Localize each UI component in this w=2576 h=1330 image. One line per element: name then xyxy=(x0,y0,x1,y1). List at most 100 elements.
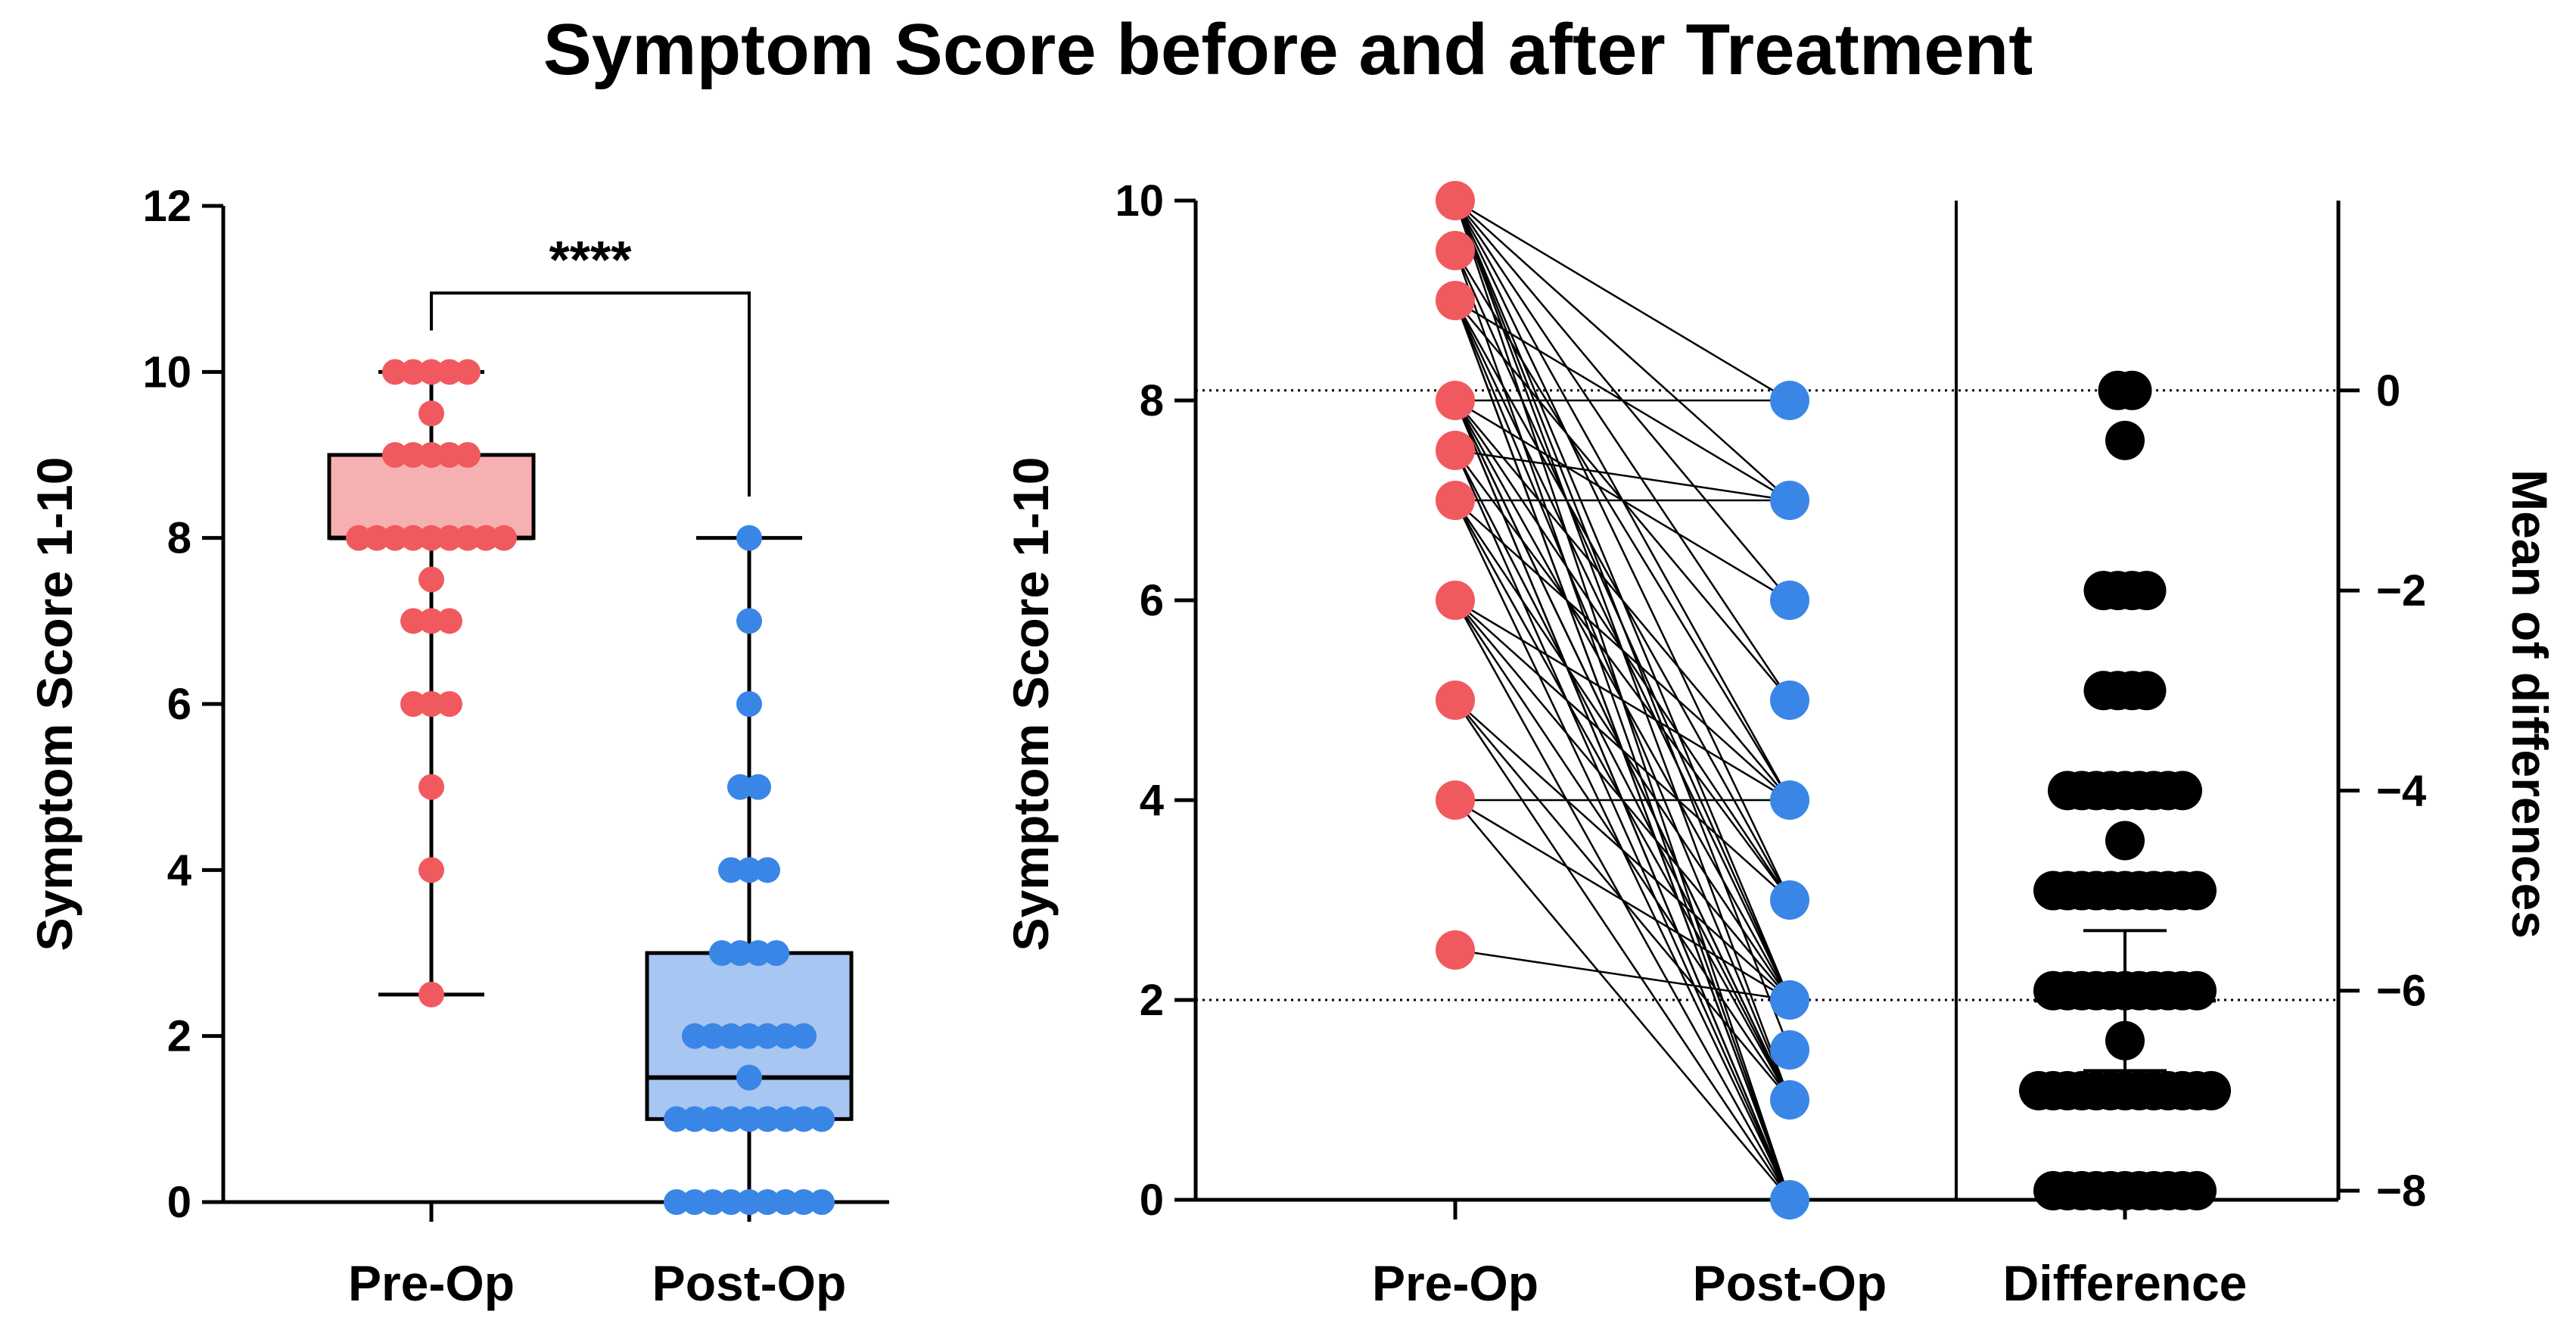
difference-point xyxy=(2163,771,2202,811)
pre-op-point xyxy=(1436,381,1475,420)
data-point xyxy=(664,1189,689,1215)
pair-line xyxy=(1454,450,1791,901)
data-point xyxy=(491,525,517,551)
post-op-point xyxy=(1770,581,1809,620)
data-point xyxy=(745,940,771,966)
data-point xyxy=(754,1189,780,1215)
data-point xyxy=(700,1106,726,1132)
data-point xyxy=(418,981,444,1008)
pair-line xyxy=(1454,799,1790,1001)
data-point xyxy=(809,1189,835,1215)
pre-op-point xyxy=(1436,930,1475,970)
y2-tick-label: 0 xyxy=(2376,366,2400,416)
data-point xyxy=(754,1106,780,1132)
data-point xyxy=(437,691,462,717)
data-point xyxy=(709,940,735,966)
data-point xyxy=(418,359,444,385)
post-op-point xyxy=(1770,980,1809,1020)
data-point xyxy=(382,442,408,468)
pair-line xyxy=(1454,449,1790,502)
x-tick-label: Post-Op xyxy=(652,1255,847,1311)
pair-line xyxy=(1454,400,1790,801)
pre-op-point xyxy=(1436,181,1475,220)
data-point xyxy=(700,1189,726,1215)
data-point xyxy=(382,359,408,385)
y-axis-label: Symptom Score 1-10 xyxy=(1003,457,1059,952)
difference-point xyxy=(2177,1171,2217,1210)
difference-point xyxy=(2177,871,2217,911)
difference-point xyxy=(2105,821,2145,861)
pair-line xyxy=(1454,200,1790,501)
pre-op-point xyxy=(1436,231,1475,270)
pair-line xyxy=(1454,699,1791,1201)
y2-tick-label: −8 xyxy=(2376,1166,2426,1216)
post-op-point xyxy=(1770,1030,1809,1070)
y-tick-label: 4 xyxy=(1140,776,1164,825)
data-point xyxy=(718,1189,744,1215)
data-point xyxy=(791,1023,817,1049)
difference-point xyxy=(2112,370,2152,410)
x-tick-label: Difference xyxy=(2003,1255,2248,1311)
data-point xyxy=(791,1106,817,1132)
y-tick-label: 6 xyxy=(1140,576,1164,625)
significance-bracket xyxy=(430,291,751,497)
data-point xyxy=(736,857,762,883)
y2-tick-label: −4 xyxy=(2376,766,2426,815)
data-point xyxy=(437,525,462,551)
data-point xyxy=(418,442,444,468)
x-tick-label: Post-Op xyxy=(1693,1255,1887,1311)
y-tick-label: 6 xyxy=(167,680,191,729)
pair-line xyxy=(1454,500,1790,801)
pair-line xyxy=(1454,200,1791,701)
post-op-point xyxy=(1770,1180,1809,1219)
pair-line xyxy=(1454,948,1790,1001)
data-point xyxy=(745,774,771,800)
difference-point xyxy=(2177,970,2217,1011)
post-op-point xyxy=(1770,481,1809,520)
data-point xyxy=(718,1106,744,1132)
data-point xyxy=(682,1023,708,1049)
data-point xyxy=(682,1106,708,1132)
data-point xyxy=(718,1023,744,1049)
post-op-point xyxy=(1770,1080,1809,1120)
y-tick-label: 8 xyxy=(1140,376,1164,425)
difference-point xyxy=(2126,671,2167,711)
data-point xyxy=(418,566,444,593)
pre-op-point xyxy=(1436,681,1475,720)
pair-line xyxy=(1454,799,1790,1201)
data-point xyxy=(700,1023,726,1049)
data-point xyxy=(754,1023,780,1049)
data-point xyxy=(400,442,426,468)
pre-op-point xyxy=(1436,431,1475,470)
y-tick-label: 0 xyxy=(167,1178,191,1227)
box-plot-chart: 0 2 4 6 8 10 12 Pre-Op Post-Op Symptom Score 1-10… xyxy=(26,182,889,1311)
box-pre-op xyxy=(327,453,536,540)
y2-tick-label: −2 xyxy=(2376,566,2426,615)
data-point xyxy=(418,400,444,427)
data-point xyxy=(418,525,444,551)
data-point xyxy=(736,691,762,717)
data-point xyxy=(773,1106,798,1132)
y-axis-label: Symptom Score 1-10 xyxy=(26,457,82,952)
y-tick-label: 10 xyxy=(1115,176,1164,226)
post-op-point xyxy=(1770,780,1809,820)
estimation-plot-chart: 0 2 4 6 8 10 0 −2 −4 −6 −8 Pre-Op Post-Op Difference S… xyxy=(1003,176,2558,1311)
data-point xyxy=(455,359,481,385)
data-point xyxy=(382,525,408,551)
data-point xyxy=(664,1106,689,1132)
y-tick-label: 2 xyxy=(167,1012,191,1061)
pre-op-point xyxy=(1436,780,1475,820)
pair-line xyxy=(1454,600,1790,901)
data-point xyxy=(736,1189,762,1215)
data-point xyxy=(754,857,780,883)
data-point xyxy=(736,525,762,551)
difference-point xyxy=(2192,1070,2231,1110)
data-point xyxy=(437,608,462,634)
y-tick-label: 10 xyxy=(142,347,191,397)
pre-op-point xyxy=(1436,581,1475,620)
y2-axis-label: Mean of differences xyxy=(2502,469,2558,939)
x-tick-label: Pre-Op xyxy=(348,1255,515,1311)
data-point xyxy=(418,608,444,634)
data-point xyxy=(727,774,753,800)
pair-line xyxy=(1454,599,1790,802)
